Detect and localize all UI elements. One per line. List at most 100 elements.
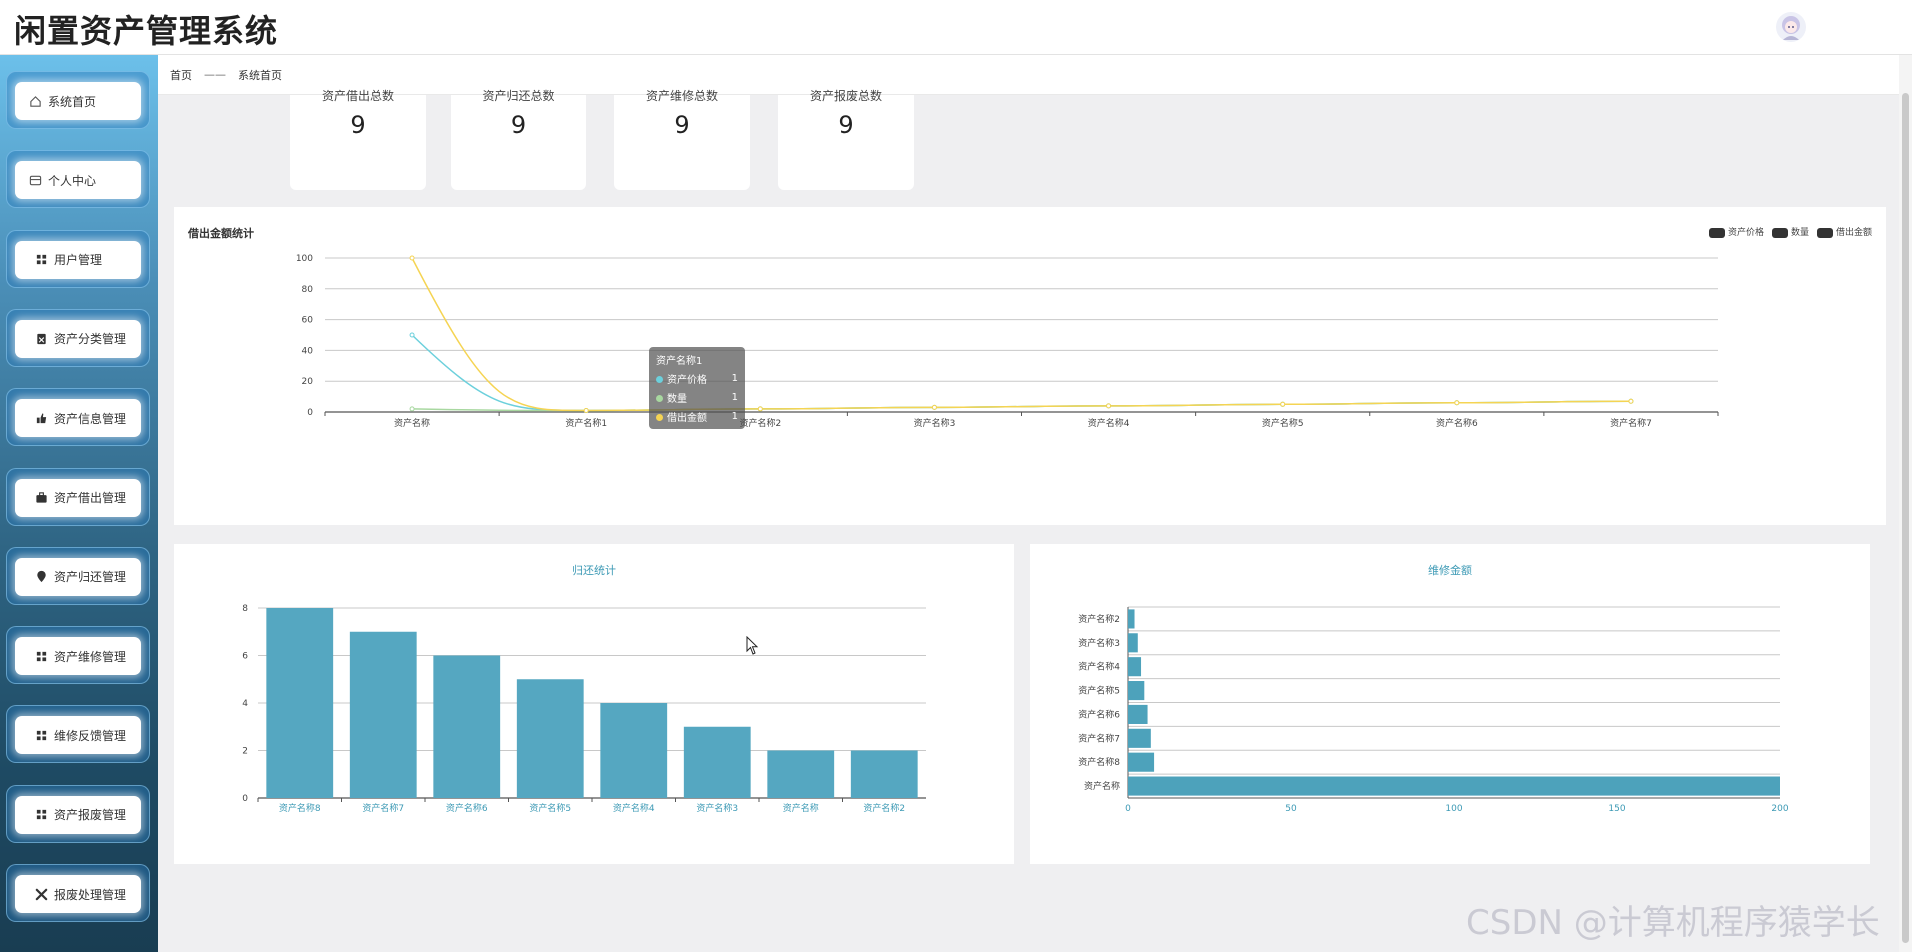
x-tick-label: 0 — [1125, 804, 1131, 814]
stat-label: 资产借出总数 — [321, 89, 394, 103]
sidebar-item-label: 资产分类管理 — [54, 332, 127, 347]
sidebar-item-button[interactable]: 资产归还管理 — [15, 557, 141, 596]
y-tick-label: 资产名称8 — [1078, 756, 1120, 768]
app-title: 闲置资产管理系统 — [14, 12, 279, 50]
legend-swatch — [1816, 227, 1833, 238]
data-point — [1454, 400, 1460, 406]
x-tick-label: 资产名称7 — [362, 802, 404, 814]
sidebar-item-button[interactable]: 资产维修管理 — [15, 637, 141, 676]
stat-card-return: 资产归还总数 9 — [451, 89, 586, 190]
line-chart-legend: 资产价格 数量 借出金额 — [1708, 225, 1872, 238]
bar — [1128, 728, 1151, 748]
legend-label: 资产价格 — [1727, 228, 1764, 238]
bar — [600, 703, 668, 798]
sidebar-item-button[interactable]: 个人中心 — [15, 161, 141, 200]
legend-swatch — [1708, 227, 1725, 238]
sidebar-item[interactable]: 资产维修管理 — [6, 626, 150, 685]
legend-label: 借出金额 — [1835, 228, 1872, 238]
sidebar-item[interactable]: 报废处理管理 — [6, 864, 150, 922]
y-tick-label: 8 — [242, 604, 248, 614]
sidebar-item[interactable]: 系统首页 — [6, 71, 150, 129]
data-point — [1628, 398, 1634, 404]
bar — [266, 608, 334, 798]
card-icon — [29, 175, 42, 186]
sidebar-item[interactable]: 维修反馈管理 — [6, 705, 150, 764]
sidebar-item[interactable]: 资产分类管理 — [6, 308, 150, 367]
thumb-icon — [36, 413, 47, 423]
repair-bar-chart[interactable]: 0 50 100 150 200 资产名称2 资产名称3 资产名称4 资产名称5 资产名称6 资产名… — [1030, 544, 1870, 864]
line-chart[interactable]: 0 20 40 60 80 100 资产名称 资产名称1 资产名称2 资产名称3 资产名称4 资产名称… — [174, 207, 1886, 525]
sidebar-item-button[interactable]: 系统首页 — [15, 82, 141, 120]
y-tick-label: 0 — [242, 794, 248, 804]
scrollbar-thumb[interactable] — [1902, 93, 1909, 943]
y-tick-label: 80 — [302, 285, 314, 295]
y-tick-label: 20 — [302, 377, 314, 387]
x-tick-label: 资产名称5 — [1262, 417, 1304, 429]
legend-item[interactable]: 资产价格 — [1708, 225, 1764, 238]
repair-chart-panel: 维修金额 0 50 100 150 200 资产名称2 资产名称3 资产名称4 资产名称5 资产名… — [1030, 544, 1870, 864]
sidebar-item[interactable]: 用户管理 — [6, 229, 150, 288]
legend-item[interactable]: 数量 — [1771, 225, 1809, 238]
bar — [1128, 776, 1780, 796]
stat-card-borrow: 资产借出总数 9 — [290, 89, 426, 190]
main-area: 首页 —— 系统首页 资产借出总数 9 资产归还总数 9 资产维修总数 9 资产… — [158, 55, 1912, 952]
y-tick-label: 资产名称3 — [1078, 637, 1120, 649]
x-tick-label: 资产名称4 — [1088, 417, 1130, 429]
stat-label: 资产维修总数 — [645, 89, 718, 103]
x-tick-label: 资产名称6 — [1436, 417, 1478, 429]
sidebar-item-button[interactable]: 维修反馈管理 — [15, 716, 141, 755]
sidebar-item-label: 资产维修管理 — [54, 649, 127, 664]
stat-label: 资产归还总数 — [482, 89, 555, 103]
stat-value: 9 — [510, 111, 527, 139]
sidebar-item-button[interactable]: 报废处理管理 — [15, 875, 141, 913]
x-tick-label: 资产名称8 — [279, 802, 321, 814]
repair-chart-title: 维修金额 — [1428, 564, 1472, 577]
sidebar-item-button[interactable]: 资产信息管理 — [15, 399, 141, 438]
line-chart-panel: 借出金额统计 资产价格 数量 借出金额 0 20 40 60 80 100 资产名称 资产名称… — [174, 207, 1886, 525]
sidebar-item-label: 个人中心 — [48, 173, 97, 188]
tooltip-dot — [656, 376, 663, 383]
bar — [516, 679, 584, 798]
grid-icon — [36, 810, 47, 820]
sidebar-item-button[interactable]: 用户管理 — [15, 240, 141, 279]
sidebar-item-button[interactable]: 资产分类管理 — [15, 319, 141, 358]
sidebar-item[interactable]: 资产归还管理 — [6, 546, 150, 605]
legend-label: 数量 — [1790, 228, 1809, 238]
legend-item[interactable]: 借出金额 — [1816, 225, 1872, 238]
tooltip-row: 数量 1 — [656, 390, 738, 405]
tooltip-name: 借出金额 — [667, 413, 707, 424]
mouse-cursor-icon — [746, 636, 759, 655]
sidebar-item-label: 资产归还管理 — [54, 570, 127, 585]
breadcrumb-home[interactable]: 首页 — [170, 68, 192, 82]
x-tick-label: 资产名称3 — [696, 802, 738, 814]
sidebar-item[interactable]: 个人中心 — [6, 150, 150, 209]
y-tick-label: 6 — [242, 652, 248, 662]
x-tick-label: 150 — [1608, 804, 1625, 814]
avatar[interactable] — [1776, 12, 1806, 42]
top-bar: 闲置资产管理系统 — [0, 0, 1912, 55]
sidebar-item-button[interactable]: 资产借出管理 — [15, 478, 141, 517]
sidebar-item[interactable]: 资产报废管理 — [6, 784, 150, 843]
data-point — [409, 406, 415, 412]
sidebar-item-label: 系统首页 — [48, 94, 97, 109]
tooltip-row: 资产价格 1 — [656, 371, 738, 386]
sidebar-item[interactable]: 资产借出管理 — [6, 467, 150, 526]
stat-value: 9 — [350, 111, 366, 139]
bar — [850, 750, 918, 798]
data-point — [409, 332, 415, 338]
tooltip-value: 1 — [731, 373, 738, 384]
clipboard-icon — [37, 334, 46, 345]
y-tick-label: 4 — [242, 699, 248, 709]
vertical-scrollbar[interactable] — [1899, 55, 1912, 952]
x-tick-label: 资产名称2 — [739, 417, 781, 429]
data-point — [583, 407, 589, 413]
return-chart-panel: 归还统计 0 2 4 6 8 资产名称8 资产名称7 资产名称6 资产名称5 资产名称4 资产名称3… — [174, 544, 1014, 864]
y-tick-label: 资产名称 — [1084, 780, 1120, 792]
tooltip-row: 借出金额 1 — [656, 409, 738, 424]
sidebar-item[interactable]: 资产信息管理 — [6, 388, 150, 447]
y-tick-label: 2 — [242, 747, 248, 757]
sidebar: 系统首页个人中心用户管理资产分类管理资产信息管理 资产借出管理资产归还管理 资产维修… — [0, 55, 158, 952]
sidebar-item-button[interactable]: 资产报废管理 — [15, 795, 141, 834]
return-bar-chart[interactable]: 0 2 4 6 8 资产名称8 资产名称7 资产名称6 资产名称5 资产名称4 资产名称3 资产名称 资… — [174, 544, 1014, 864]
bar — [1128, 633, 1138, 653]
